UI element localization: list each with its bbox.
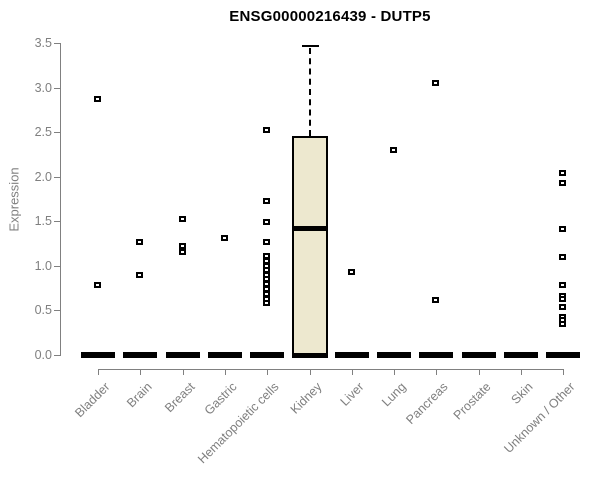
- outlier-point: [263, 271, 271, 278]
- outlier-point: [432, 296, 440, 303]
- y-tick: [54, 87, 60, 89]
- outlier-point: [263, 280, 271, 287]
- x-tick: [563, 370, 565, 375]
- outlier-point: [263, 219, 271, 226]
- y-tick-label: 1.0: [34, 258, 52, 273]
- chart-title: ENSG00000216439 - DUTP5: [229, 8, 431, 25]
- zero-median-bar: [123, 352, 158, 358]
- outlier-point: [263, 197, 271, 204]
- outlier-point: [136, 238, 144, 245]
- y-tick: [54, 221, 60, 223]
- outlier-point: [178, 248, 186, 255]
- zero-median-bar: [461, 352, 496, 358]
- x-tick: [436, 370, 438, 375]
- zero-median-bar: [546, 352, 581, 358]
- outlier-point: [94, 96, 101, 103]
- outlier-point: [559, 320, 567, 327]
- zero-median-bar: [81, 352, 115, 358]
- outlier-point: [263, 127, 271, 134]
- zero-median-bar: [165, 352, 200, 358]
- zero-median-bar: [250, 352, 285, 358]
- box: [291, 135, 328, 358]
- zero-median-bar: [377, 352, 412, 358]
- outlier-point: [136, 271, 144, 278]
- outlier-point: [178, 243, 186, 250]
- y-tick: [54, 176, 60, 178]
- x-tick: [351, 370, 353, 375]
- zero-median-bar: [419, 352, 454, 358]
- outlier-point: [559, 317, 567, 324]
- x-tick: [98, 370, 99, 375]
- outlier-point: [263, 262, 271, 269]
- outlier-point: [559, 313, 567, 320]
- outlier-point: [263, 295, 271, 302]
- whisker-line: [308, 47, 311, 136]
- y-tick: [54, 132, 60, 134]
- outlier-point: [559, 253, 567, 260]
- x-tick: [182, 370, 184, 375]
- y-tick-label: 3.0: [34, 80, 52, 95]
- outlier-point: [263, 291, 271, 298]
- outlier-point: [263, 238, 271, 245]
- x-tick: [224, 370, 226, 375]
- outlier-point: [432, 80, 440, 87]
- zero-median-bar: [334, 352, 369, 358]
- x-tick: [394, 370, 396, 375]
- x-tick: [267, 370, 269, 375]
- outlier-point: [263, 286, 271, 293]
- outlier-point: [559, 303, 567, 310]
- y-axis-line: [60, 42, 61, 356]
- y-tick: [54, 310, 60, 312]
- outlier-point: [559, 170, 567, 177]
- outlier-point: [94, 281, 101, 288]
- outlier-point: [559, 295, 567, 302]
- x-tick: [309, 370, 311, 375]
- zero-median-bar: [207, 352, 242, 358]
- y-tick-label: 1.5: [34, 214, 52, 229]
- x-axis-line: [98, 369, 565, 370]
- x-tick: [478, 370, 480, 375]
- x-tick: [521, 370, 522, 375]
- outlier-point: [263, 300, 271, 307]
- y-tick: [54, 42, 60, 44]
- y-tick: [54, 265, 60, 267]
- y-tick-label: 3.5: [34, 35, 52, 50]
- zero-median-bar: [504, 352, 538, 358]
- outlier-point: [347, 269, 355, 276]
- y-tick-label: 0.5: [34, 303, 52, 318]
- whisker-cap: [301, 44, 319, 47]
- outlier-point: [263, 267, 271, 274]
- outlier-point: [263, 276, 271, 283]
- y-tick-label: 0.0: [34, 348, 52, 362]
- outlier-point: [559, 281, 567, 288]
- outlier-point: [559, 226, 567, 233]
- x-tick: [140, 370, 142, 375]
- outlier-point: [263, 258, 271, 265]
- median-line: [291, 225, 328, 231]
- outlier-point: [559, 179, 567, 186]
- outlier-point: [263, 253, 271, 260]
- outlier-point: [390, 146, 398, 153]
- outlier-point: [220, 235, 228, 242]
- y-tick-label: 2.0: [34, 169, 52, 184]
- y-tick: [54, 355, 60, 356]
- y-tick-label: 2.5: [34, 125, 52, 140]
- outlier-point: [178, 215, 186, 222]
